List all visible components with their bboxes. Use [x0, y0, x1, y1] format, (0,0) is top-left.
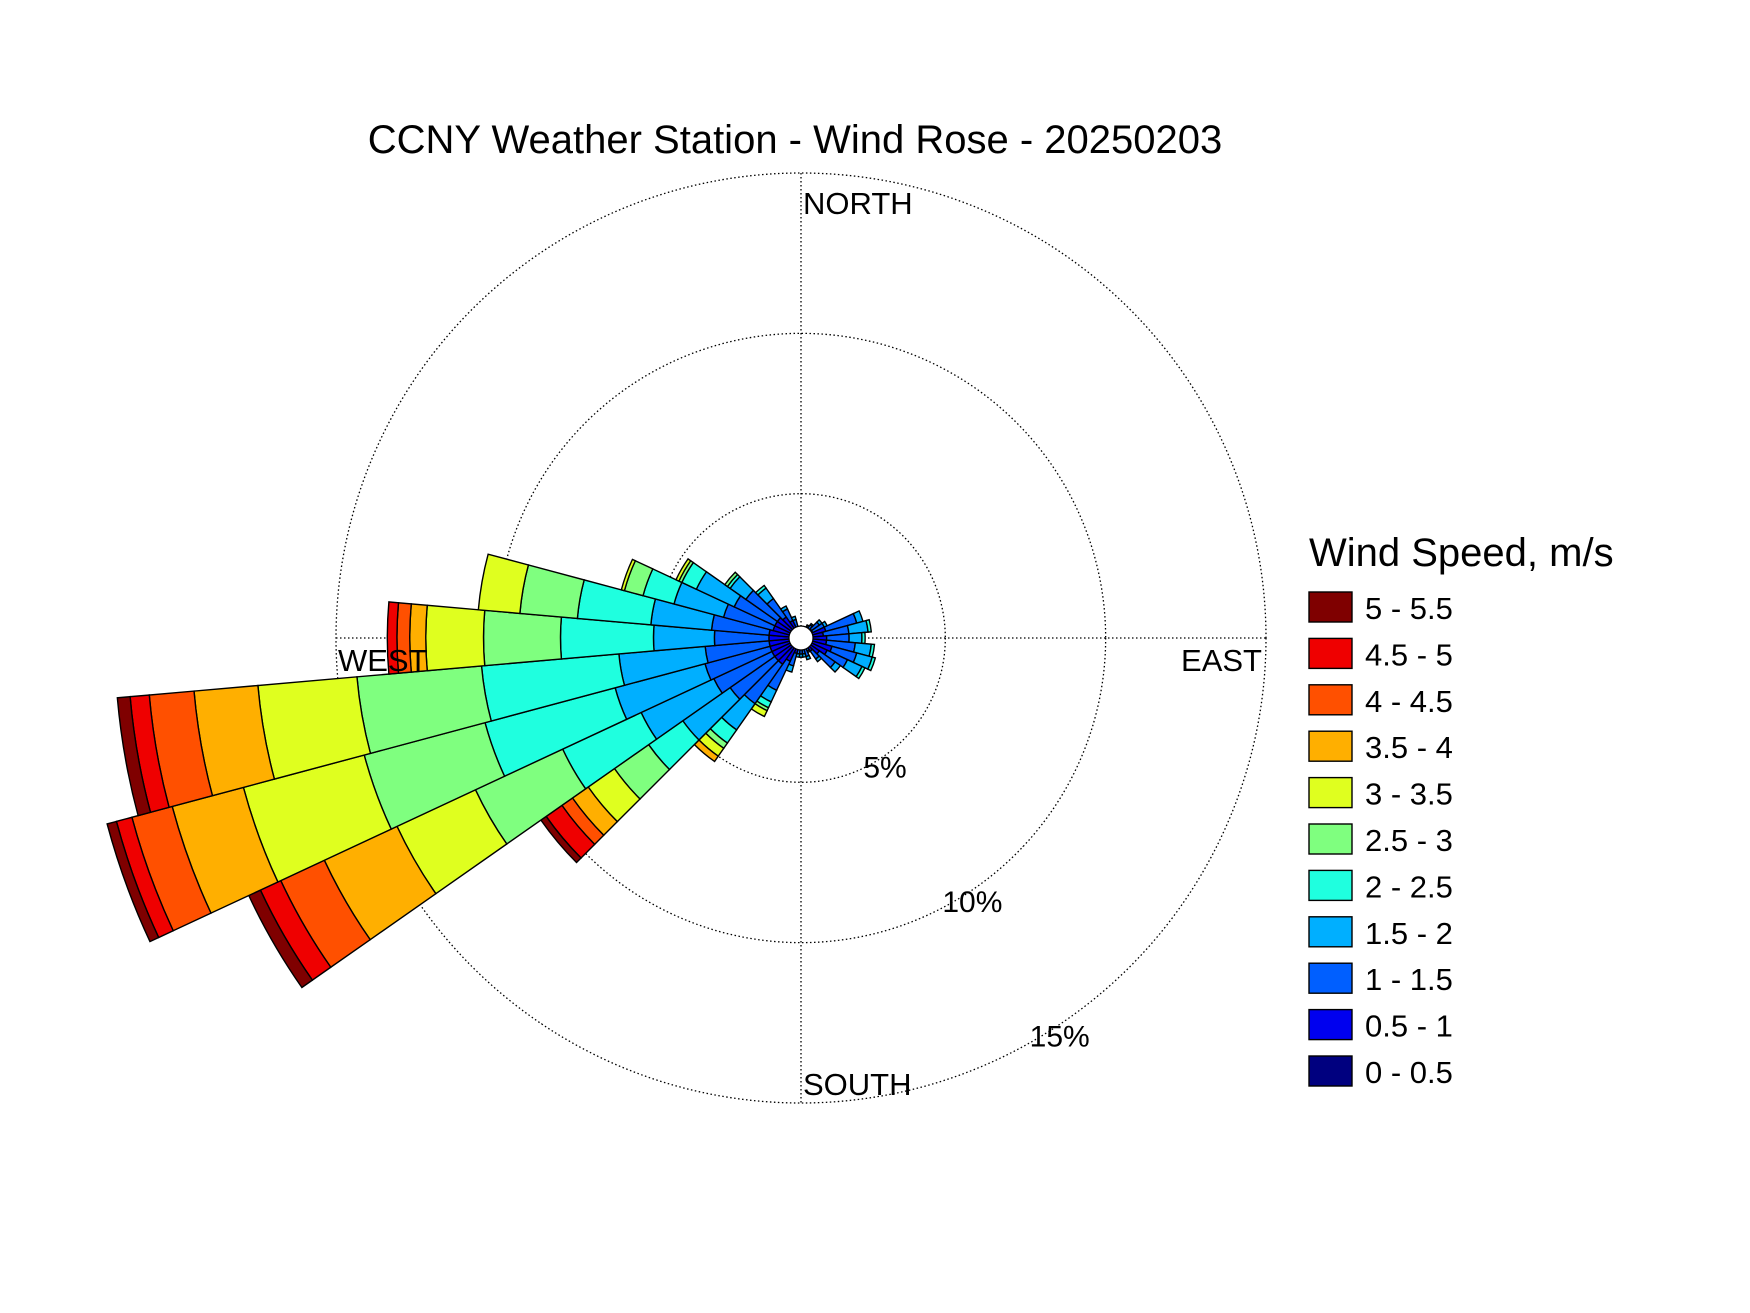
legend-swatch-1 — [1308, 1008, 1353, 1041]
legend-swatch-5 — [1308, 823, 1353, 855]
legend-label-10: 5 - 5.5 — [1365, 591, 1453, 626]
radial-label-5: 5% — [863, 751, 906, 784]
petal-segment-dir110-bin4 — [866, 656, 877, 672]
legend-label-4: 2 - 2.5 — [1365, 869, 1453, 904]
petal-segment-dir120-bin4 — [855, 665, 866, 680]
petal-segment-dir290-bin6 — [620, 558, 637, 592]
wind-petals — [106, 553, 877, 989]
legend-label-7: 3.5 - 4 — [1365, 730, 1453, 765]
petal-segment-dir270-bin9 — [386, 601, 400, 675]
legend-label-2: 1 - 1.5 — [1365, 962, 1453, 997]
legend-swatch-9 — [1308, 637, 1353, 670]
legend-swatch-10 — [1308, 591, 1353, 623]
legend: Wind Speed, m/s 5 - 5.5 4.5 - 5 4 - 4.5 3.5… — [1308, 531, 1614, 1090]
petal-segment-dir160-bin3 — [805, 654, 812, 661]
legend-title: Wind Speed, m/s — [1309, 531, 1614, 575]
radial-label-15: 15% — [1030, 1020, 1090, 1053]
petal-segment-dir270-bin6 — [425, 604, 486, 672]
petal-segment-dir280-bin6 — [477, 553, 530, 615]
legend-swatch-2 — [1308, 962, 1353, 994]
legend-label-5: 2.5 - 3 — [1365, 823, 1453, 858]
legend-swatch-0 — [1308, 1055, 1353, 1087]
legend-label-9: 4.5 - 5 — [1365, 637, 1453, 672]
petal-segment-dir330-bin3 — [779, 605, 789, 613]
direction-label-east: EAST — [1181, 643, 1262, 678]
legend-swatch-7 — [1308, 730, 1353, 762]
chart-title: CCNY Weather Station - Wind Rose - 20250… — [368, 118, 1223, 162]
petal-segment-dir260-bin10 — [116, 695, 152, 817]
direction-label-south: SOUTH — [803, 1067, 912, 1102]
petal-segment-dir250-bin10 — [106, 820, 160, 943]
legend-label-8: 4 - 4.5 — [1365, 684, 1453, 719]
petal-segment-dir310-bin5 — [723, 571, 739, 588]
legend-swatch-4 — [1308, 869, 1353, 902]
petal-segment-dir90-bin4 — [860, 631, 866, 645]
direction-label-north: NORTH — [803, 186, 913, 221]
petal-segment-dir300-bin6 — [675, 557, 692, 583]
center-hub — [788, 625, 814, 651]
direction-label-west: WEST — [338, 643, 428, 678]
petal-segment-dir80-bin4 — [865, 618, 873, 633]
legend-swatch-8 — [1308, 684, 1353, 716]
petal-segment-dir270-bin5 — [482, 609, 563, 667]
legend-items: 5 - 5.5 4.5 - 5 4 - 4.5 3.5 - 4 3 - 3.5 2.5 -… — [1308, 591, 1453, 1090]
legend-label-0: 0 - 0.5 — [1365, 1055, 1453, 1090]
petal-segment-dir130-bin3 — [829, 660, 842, 673]
legend-label-6: 3 - 3.5 — [1365, 777, 1453, 812]
legend-label-1: 0.5 - 1 — [1365, 1009, 1453, 1044]
petal-segment-dir140-bin3 — [814, 655, 823, 663]
petal-segment-dir340-bin3 — [790, 615, 797, 622]
legend-swatch-3 — [1308, 916, 1353, 948]
legend-label-3: 1.5 - 2 — [1365, 916, 1453, 951]
petal-segment-dir320-bin4 — [754, 584, 768, 596]
radial-label-10: 10% — [942, 886, 1002, 919]
legend-swatch-6 — [1308, 776, 1353, 809]
petal-segment-dir280-bin5 — [519, 564, 586, 620]
